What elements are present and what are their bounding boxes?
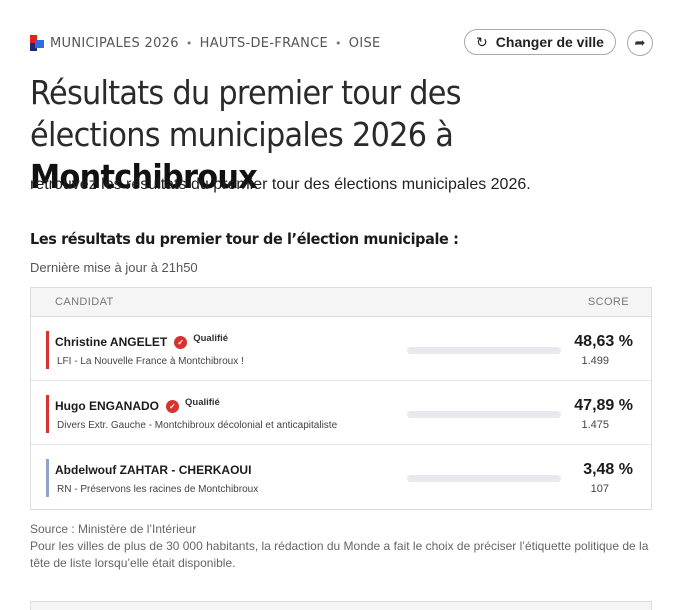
candidate-name: Christine ANGELET ✓ Qualifié xyxy=(55,332,229,350)
check-badge-icon: ✓ xyxy=(166,399,179,413)
table-row: Abdelwouf ZAHTAR - CHERKAOUI RN - Préser… xyxy=(31,445,651,509)
breadcrumb-item-municipales[interactable]: MUNICIPALES 2026 xyxy=(50,35,179,51)
editorial-note: Pour les villes de plus de 30 000 habita… xyxy=(30,539,649,570)
score-bar xyxy=(407,411,561,418)
page-title: Résultats du premier tour des élections … xyxy=(30,72,582,198)
candidate-name: Hugo ENGANADO ✓ Qualifié xyxy=(55,396,220,414)
refresh-icon: ↻ xyxy=(476,33,488,50)
score-percent: 47,89 % xyxy=(574,397,633,414)
next-section-box xyxy=(30,601,652,610)
results-table: CANDIDAT SCORE Christine ANGELET ✓ Qualif… xyxy=(30,287,652,510)
score-bar xyxy=(407,475,561,482)
page-title-prefix: Résultats du premier tour des élections … xyxy=(30,73,462,154)
party-color-marker xyxy=(46,395,49,433)
section-heading: Les résultats du premier tour de l’élect… xyxy=(30,230,459,248)
table-body: Christine ANGELET ✓ Qualifié LFI - La Nou… xyxy=(31,317,651,509)
column-header-candidate: CANDIDAT xyxy=(55,296,114,308)
candidate-list: RN - Préservons les racines de Montchibr… xyxy=(57,484,259,495)
breadcrumb: MUNICIPALES 2026 • HAUTS-DE-FRANCE • OIS… xyxy=(50,36,381,51)
candidate-name: Abdelwouf ZAHTAR - CHERKAOUI xyxy=(55,463,251,477)
party-color-marker xyxy=(46,331,49,369)
table-row: Christine ANGELET ✓ Qualifié LFI - La Nou… xyxy=(31,317,651,381)
top-bar: MUNICIPALES 2026 • HAUTS-DE-FRANCE • OIS… xyxy=(30,28,654,58)
candidate-name-text: Hugo ENGANADO xyxy=(55,399,159,413)
check-badge-icon: ✓ xyxy=(174,335,188,349)
vote-count: 107 xyxy=(590,483,609,495)
vote-count: 1.475 xyxy=(581,419,609,431)
candidate-name-text: Christine ANGELET xyxy=(55,335,168,349)
score-bar xyxy=(407,347,561,354)
table-row: Hugo ENGANADO ✓ Qualifié Divers Extr. Gau… xyxy=(31,381,651,445)
candidate-list: LFI - La Nouvelle France à Montchibroux … xyxy=(57,356,244,367)
breadcrumb-item-region[interactable]: HAUTS-DE-FRANCE xyxy=(199,35,328,51)
page-title-city: Montchibroux xyxy=(30,157,258,196)
breadcrumb-separator: • xyxy=(185,36,193,50)
change-city-button[interactable]: ↻ Changer de ville xyxy=(464,29,616,55)
score-percent: 48,63 % xyxy=(574,333,633,350)
ballot-logo-icon xyxy=(30,35,44,51)
candidate-list: Divers Extr. Gauche - Montchibroux décol… xyxy=(57,420,338,431)
page-subtitle: retrouvez les résultats du premier tour … xyxy=(30,176,531,193)
vote-count: 1.499 xyxy=(581,355,609,367)
breadcrumb-item-department[interactable]: OISE xyxy=(348,35,381,51)
share-icon: ➦ xyxy=(634,35,646,50)
source-text: Source : Ministère de l’Intérieur xyxy=(30,522,197,536)
change-city-label: Changer de ville xyxy=(495,34,604,50)
score-percent: 3,48 % xyxy=(583,461,633,478)
qualified-label: Qualifié xyxy=(193,332,229,344)
table-header: CANDIDAT SCORE xyxy=(31,288,651,317)
last-update-text: Dernière mise à jour à 21h50 xyxy=(30,260,198,275)
candidate-name-text: Abdelwouf ZAHTAR - CHERKAOUI xyxy=(55,463,252,477)
column-header-score: SCORE xyxy=(587,296,629,308)
share-button[interactable]: ➦ xyxy=(627,30,653,56)
qualified-label: Qualifié xyxy=(185,396,220,408)
party-color-marker xyxy=(46,459,49,497)
breadcrumb-separator: • xyxy=(335,36,342,50)
